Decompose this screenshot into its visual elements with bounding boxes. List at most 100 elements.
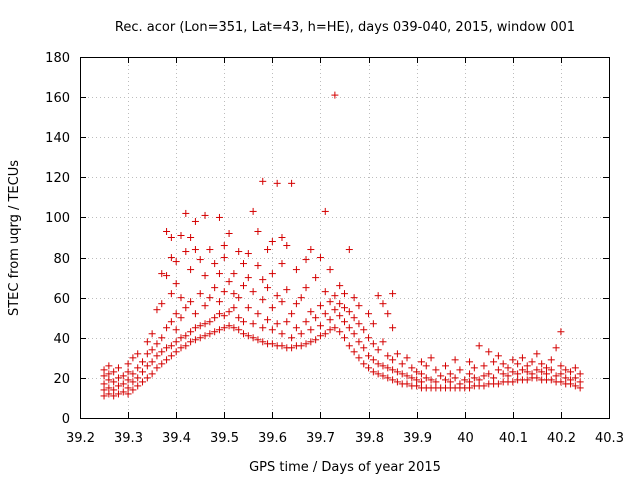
data-point <box>398 360 406 368</box>
data-point <box>316 322 324 330</box>
data-point <box>211 284 219 292</box>
data-point <box>557 378 565 386</box>
data-point <box>196 334 204 342</box>
y-tick-label: 160 <box>45 91 70 106</box>
data-point <box>187 234 195 241</box>
data-point <box>552 344 560 352</box>
data-point <box>211 314 219 322</box>
data-point <box>259 324 267 332</box>
data-point <box>201 272 209 280</box>
y-tick-label: 100 <box>45 211 70 226</box>
data-point <box>187 328 195 336</box>
y-tick-labels: 0 20 40 60 80 100 120 140 160 180 <box>45 51 70 427</box>
data-point <box>172 258 180 266</box>
data-point <box>283 318 291 326</box>
data-point <box>345 324 353 332</box>
data-point <box>182 332 190 340</box>
data-point <box>341 290 348 298</box>
data-point <box>143 362 151 370</box>
data-point <box>167 352 175 360</box>
data-point <box>114 364 122 372</box>
data-point <box>273 320 281 328</box>
data-point <box>417 370 425 378</box>
data-point <box>336 282 344 290</box>
data-point <box>172 348 180 356</box>
data-point <box>124 360 132 368</box>
data-point <box>235 294 243 302</box>
data-point <box>542 370 550 378</box>
data-point <box>437 372 445 380</box>
data-point <box>393 378 401 386</box>
data-point <box>215 298 223 306</box>
data-point <box>331 306 339 314</box>
data-point <box>278 330 286 338</box>
data-point <box>393 350 401 358</box>
data-point <box>312 314 320 322</box>
data-points <box>100 91 584 400</box>
data-point <box>259 338 267 346</box>
data-point <box>143 338 151 346</box>
data-point <box>182 342 190 350</box>
data-point <box>182 209 190 217</box>
data-point <box>547 356 555 364</box>
data-point <box>292 300 300 308</box>
data-point <box>206 246 214 254</box>
data-point <box>215 270 223 278</box>
data-point <box>514 370 522 378</box>
data-point <box>528 358 536 366</box>
data-point <box>110 368 118 376</box>
data-point <box>576 378 584 386</box>
y-tick-label: 20 <box>53 372 70 387</box>
data-point <box>547 376 555 384</box>
data-point <box>389 366 397 374</box>
data-point <box>413 368 421 376</box>
data-point <box>509 378 517 386</box>
data-point <box>114 382 122 390</box>
data-point <box>475 376 483 384</box>
data-point <box>167 254 175 262</box>
data-point <box>485 348 493 356</box>
data-point <box>345 342 353 350</box>
data-point <box>167 318 175 326</box>
data-point <box>139 378 147 386</box>
y-tick-label: 180 <box>45 51 70 66</box>
data-point <box>514 360 522 368</box>
data-point <box>235 248 243 256</box>
data-point <box>350 314 358 322</box>
data-point <box>182 248 190 256</box>
data-point <box>379 300 387 308</box>
x-tick-label: 40.3 <box>595 431 624 446</box>
data-point <box>562 374 570 382</box>
data-point <box>350 348 358 356</box>
data-point <box>201 211 209 219</box>
data-point <box>206 318 214 326</box>
data-point <box>374 360 382 368</box>
data-point <box>446 378 454 386</box>
data-point <box>187 266 195 274</box>
data-point <box>461 376 469 384</box>
data-point <box>191 336 199 344</box>
data-point <box>557 370 565 378</box>
data-point <box>167 234 175 241</box>
data-point <box>153 364 161 372</box>
x-tick-label: 39.8 <box>355 431 384 446</box>
x-tick-label: 40.1 <box>499 431 528 446</box>
data-point <box>432 366 440 374</box>
data-point <box>283 286 291 294</box>
data-point <box>326 316 334 324</box>
data-point <box>360 360 368 368</box>
data-point <box>480 372 488 380</box>
chart-title: Rec. acor (Lon=351, Lat=43, h=HE), days … <box>115 20 575 35</box>
data-point <box>177 344 185 352</box>
data-point <box>158 348 166 356</box>
data-point <box>413 376 421 384</box>
data-point <box>307 246 315 254</box>
data-point <box>105 376 113 384</box>
data-point <box>499 370 507 378</box>
plot-frame <box>80 57 610 419</box>
data-point <box>143 350 151 358</box>
data-point <box>509 356 517 364</box>
data-point <box>119 380 127 388</box>
data-point <box>345 308 353 316</box>
data-point <box>470 374 478 382</box>
